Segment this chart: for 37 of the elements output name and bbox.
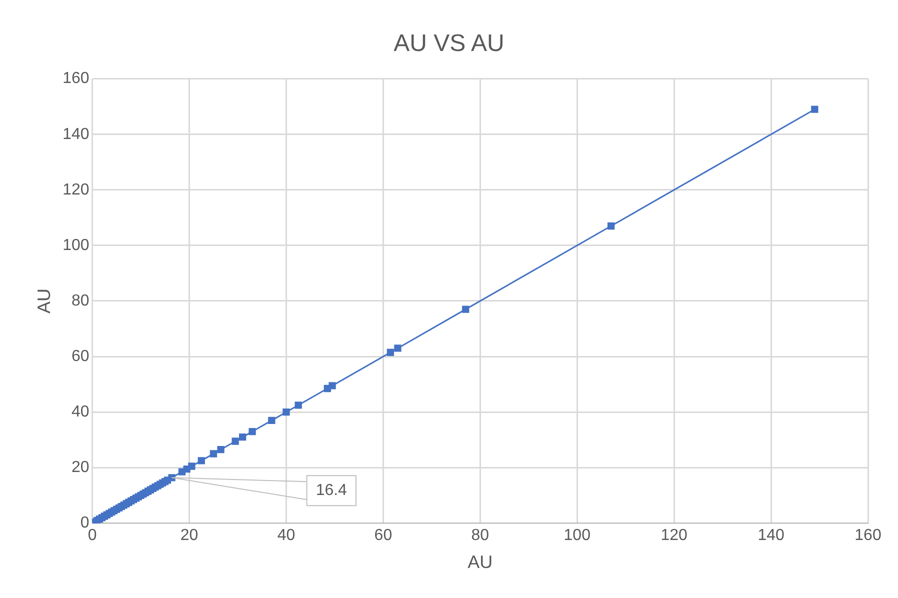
- x-tick-label: 40: [277, 527, 296, 544]
- y-tick-label: 120: [62, 181, 90, 198]
- y-tick-label: 160: [62, 70, 90, 88]
- annotation: 16.4: [316, 482, 348, 500]
- point: [294, 402, 302, 409]
- x-tick-label: 60: [374, 527, 392, 544]
- point: [328, 382, 336, 390]
- chart-title: AU VS AU: [394, 30, 504, 58]
- point: [811, 106, 818, 113]
- point: [217, 446, 224, 454]
- point: [268, 416, 276, 424]
- point: [188, 462, 196, 470]
- point: [210, 450, 218, 458]
- x-tick-label: 140: [758, 527, 784, 544]
- point: [386, 348, 394, 356]
- point: [232, 438, 239, 445]
- y-tick-label: 80: [72, 292, 90, 310]
- y-axis-title: AU: [34, 288, 54, 314]
- x-tick-label: 20: [180, 527, 198, 544]
- point: [239, 434, 246, 441]
- y-tick-label: 20: [72, 459, 90, 476]
- point: [198, 457, 205, 464]
- point: [462, 306, 470, 313]
- x-tick-label: 100: [564, 527, 591, 544]
- point: [248, 428, 256, 436]
- x-tick-label: 160: [854, 527, 882, 544]
- y-tick-label: 100: [62, 236, 90, 254]
- point: [282, 408, 290, 416]
- y-tick-label: 60: [72, 348, 90, 365]
- point: [607, 222, 615, 230]
- x-axis-title: AU: [468, 552, 493, 572]
- x-tick-label: 120: [660, 527, 688, 544]
- x-tick-label: 80: [471, 527, 490, 544]
- y-tick-label: 40: [72, 404, 90, 421]
- y-tick-label: 0: [80, 514, 90, 532]
- point: [394, 344, 402, 352]
- y-tick-label: 140: [62, 126, 90, 143]
